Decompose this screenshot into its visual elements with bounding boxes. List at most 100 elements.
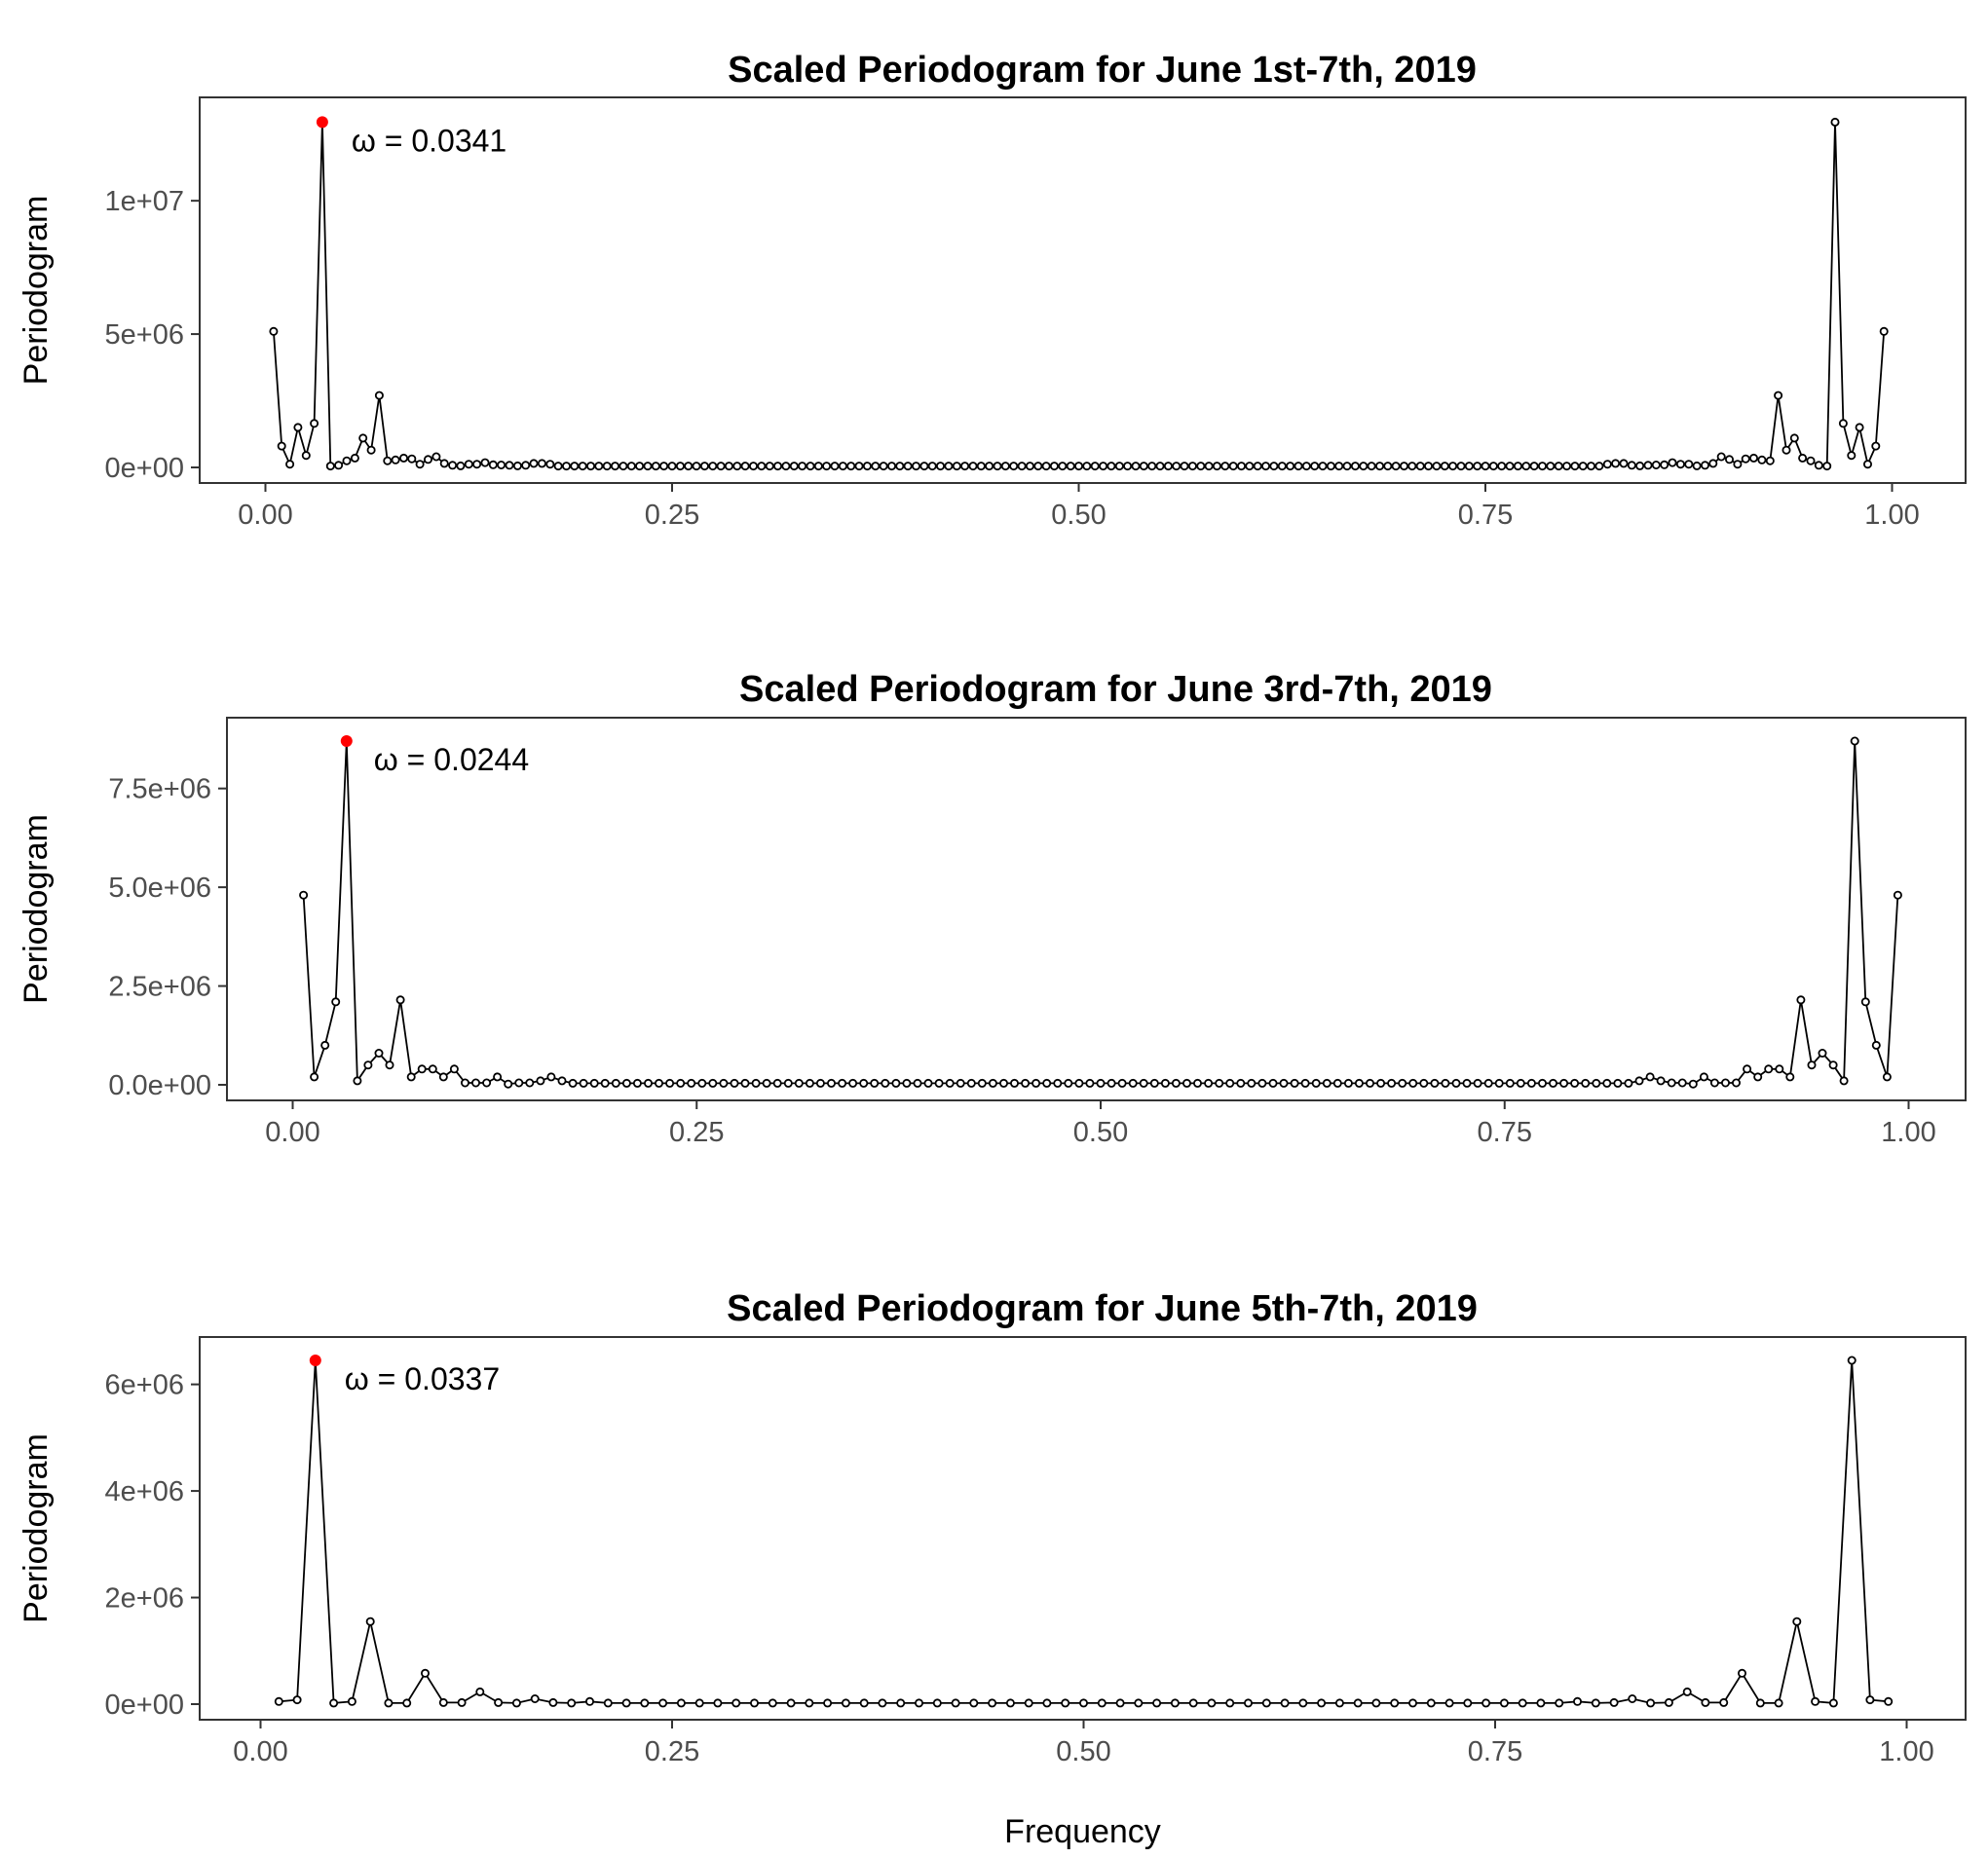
data-point <box>773 462 783 471</box>
data-point <box>1128 1078 1138 1088</box>
series-line <box>302 740 1899 1086</box>
data-point <box>694 1698 704 1708</box>
data-point <box>927 462 937 471</box>
data-point <box>887 462 897 471</box>
series-line <box>273 122 1886 467</box>
x-tick-label: 1.00 <box>1864 500 1919 531</box>
peak-annotation: ω = 0.0337 <box>345 1361 500 1396</box>
data-point <box>1010 1078 1020 1088</box>
data-point <box>676 1078 686 1088</box>
data-point <box>749 462 759 471</box>
y-tick-label: 1e+07 <box>105 186 184 217</box>
data-point <box>1811 1696 1820 1706</box>
data-point <box>1171 1078 1181 1088</box>
data-point <box>619 462 628 471</box>
data-point <box>1692 461 1702 470</box>
data-point <box>823 1698 833 1708</box>
data-point <box>611 1078 620 1088</box>
data-point <box>635 462 645 471</box>
data-point <box>859 1078 869 1088</box>
data-point <box>1741 454 1750 464</box>
data-point <box>525 1078 535 1088</box>
data-point <box>1521 462 1531 471</box>
data-point <box>1481 462 1490 471</box>
data-point <box>603 1698 613 1708</box>
data-point <box>697 1078 707 1088</box>
data-point <box>391 455 400 464</box>
data-point <box>570 462 580 471</box>
data-point <box>1555 1698 1564 1708</box>
data-point <box>1619 459 1629 468</box>
data-point <box>813 462 823 471</box>
chart-title: Scaled Periodogram for June 5th-7th, 201… <box>727 1288 1478 1329</box>
data-point <box>277 441 286 451</box>
data-point <box>1668 458 1677 467</box>
data-point <box>417 1064 427 1074</box>
y-tick-label: 5e+06 <box>105 319 184 351</box>
data-point <box>1822 462 1832 471</box>
data-point <box>1041 462 1051 471</box>
data-point <box>1114 462 1124 471</box>
data-point <box>493 1072 503 1082</box>
data-point <box>1204 1078 1214 1088</box>
data-point <box>1882 1072 1892 1082</box>
data-point <box>423 455 432 464</box>
data-point <box>658 1698 668 1708</box>
data-point <box>626 462 636 471</box>
data-point <box>1025 462 1034 471</box>
data-point <box>505 461 514 470</box>
data-point <box>358 433 368 443</box>
y-tick-label: 2e+06 <box>105 1583 184 1615</box>
data-point <box>274 1696 283 1706</box>
data-point <box>334 461 344 470</box>
data-point <box>480 458 490 467</box>
data-point <box>934 1078 944 1088</box>
data-point <box>1688 1079 1698 1089</box>
data-point <box>1701 1697 1710 1707</box>
data-point <box>1286 462 1295 471</box>
data-point <box>815 1078 825 1088</box>
data-point <box>1865 1695 1875 1705</box>
data-point <box>1782 445 1791 455</box>
data-point <box>1005 1698 1015 1708</box>
data-point <box>1107 1078 1116 1088</box>
data-point <box>1628 1694 1637 1704</box>
data-point <box>896 1698 906 1708</box>
data-point <box>1684 460 1694 469</box>
data-point <box>1253 462 1262 471</box>
data-point <box>1383 462 1393 471</box>
data-point <box>594 462 604 471</box>
data-point <box>1592 1078 1601 1088</box>
panel-1: Scaled Periodogram for June 1st-7th, 201… <box>18 50 1967 531</box>
series-points <box>269 117 1889 471</box>
data-point <box>1860 997 1870 1007</box>
data-point <box>448 461 458 470</box>
data-point <box>353 1076 362 1086</box>
data-point <box>1871 1040 1881 1050</box>
data-point <box>1526 1078 1536 1088</box>
x-tick-label: 0.50 <box>1073 1117 1128 1148</box>
data-point <box>1058 462 1068 471</box>
data-point <box>494 1697 504 1707</box>
data-point <box>1677 1078 1687 1088</box>
data-point <box>310 419 319 428</box>
data-point <box>299 890 309 900</box>
data-point <box>1591 1698 1600 1708</box>
data-point <box>602 462 612 471</box>
data-point <box>585 1696 595 1706</box>
data-point <box>557 1076 567 1086</box>
data-point <box>621 1078 631 1088</box>
data-point <box>1505 462 1515 471</box>
data-point <box>342 456 352 465</box>
data-point <box>932 1698 942 1708</box>
data-point <box>724 462 733 471</box>
data-point <box>644 1078 654 1088</box>
data-point <box>1645 1072 1655 1082</box>
data-point <box>1017 462 1027 471</box>
data-point <box>1188 1698 1198 1708</box>
data-point <box>438 1697 448 1707</box>
data-point <box>912 462 921 471</box>
data-point <box>1187 462 1197 471</box>
data-point <box>530 1694 540 1704</box>
peak-annotation: ω = 0.0341 <box>352 123 506 158</box>
